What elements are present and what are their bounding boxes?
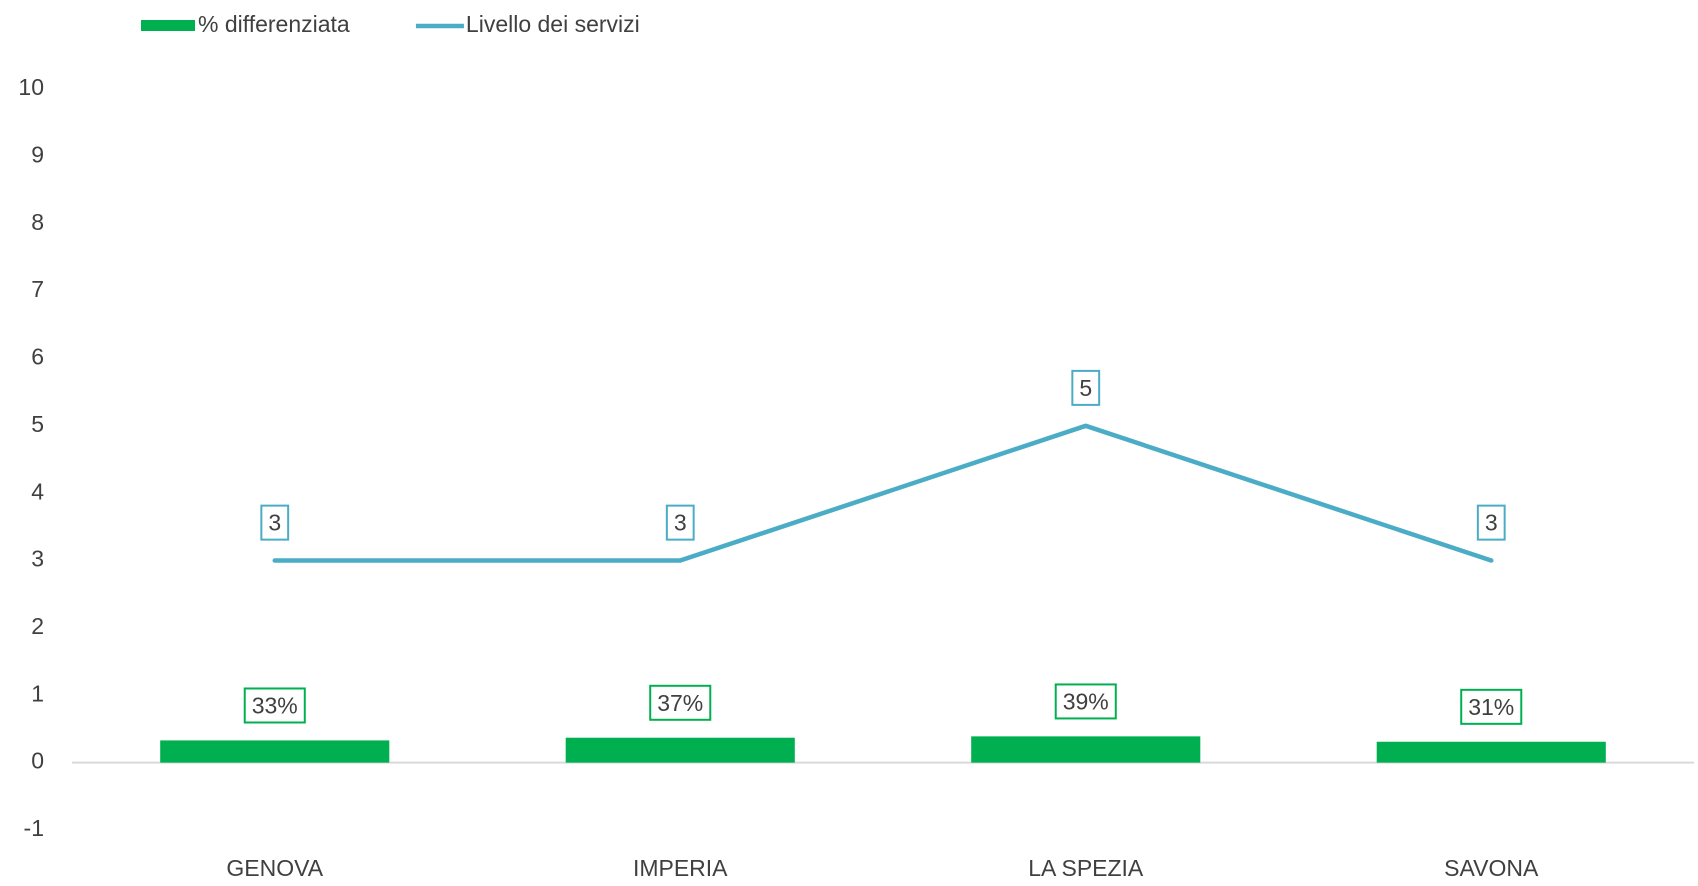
bar-value-label: 31% xyxy=(1468,694,1514,720)
bar-value-label: 39% xyxy=(1063,688,1109,714)
legend-label: Livello dei servizi xyxy=(466,11,640,37)
legend-label: % differenziata xyxy=(198,11,350,37)
bar xyxy=(565,737,795,763)
line-value-label: 3 xyxy=(674,510,687,536)
y-tick-label: 2 xyxy=(31,613,44,639)
bar-value-label-box xyxy=(649,684,712,721)
y-tick-label: 3 xyxy=(31,546,44,572)
bar-value-label-box xyxy=(1460,688,1523,725)
bar-value-label-box xyxy=(1054,683,1117,720)
line xyxy=(272,423,1494,563)
y-tick-label: 6 xyxy=(31,344,44,370)
line-value-label-box xyxy=(665,504,695,541)
x-tick-label: IMPERIA xyxy=(633,855,728,881)
bar-value-label: 33% xyxy=(252,692,298,718)
y-tick-label: 8 xyxy=(31,209,44,235)
y-tick-label: 7 xyxy=(31,276,44,302)
y-tick-label: 10 xyxy=(18,74,44,100)
y-tick-label: 4 xyxy=(31,478,44,504)
bar xyxy=(1376,741,1606,763)
y-tick-label: 1 xyxy=(31,680,44,706)
line-value-label: 3 xyxy=(1485,510,1498,536)
legend-swatch xyxy=(141,20,195,31)
line-value-label-box xyxy=(260,504,290,541)
bar-value-label: 37% xyxy=(657,690,703,716)
y-tick-label: 9 xyxy=(31,141,44,167)
bar xyxy=(971,736,1201,763)
line-value-label-box xyxy=(1071,369,1101,406)
line-value-label-box xyxy=(1476,504,1506,541)
y-tick-label: 5 xyxy=(31,411,44,437)
x-tick-label: GENOVA xyxy=(226,855,323,881)
bar-value-label-box xyxy=(243,687,306,724)
line-value-label: 3 xyxy=(268,510,281,536)
bar xyxy=(160,740,390,763)
y-tick-label: -1 xyxy=(24,815,44,841)
line-value-label: 5 xyxy=(1079,375,1092,401)
x-tick-label: LA SPEZIA xyxy=(1028,855,1144,881)
y-tick-label: 0 xyxy=(31,748,44,774)
x-tick-label: SAVONA xyxy=(1444,855,1539,881)
